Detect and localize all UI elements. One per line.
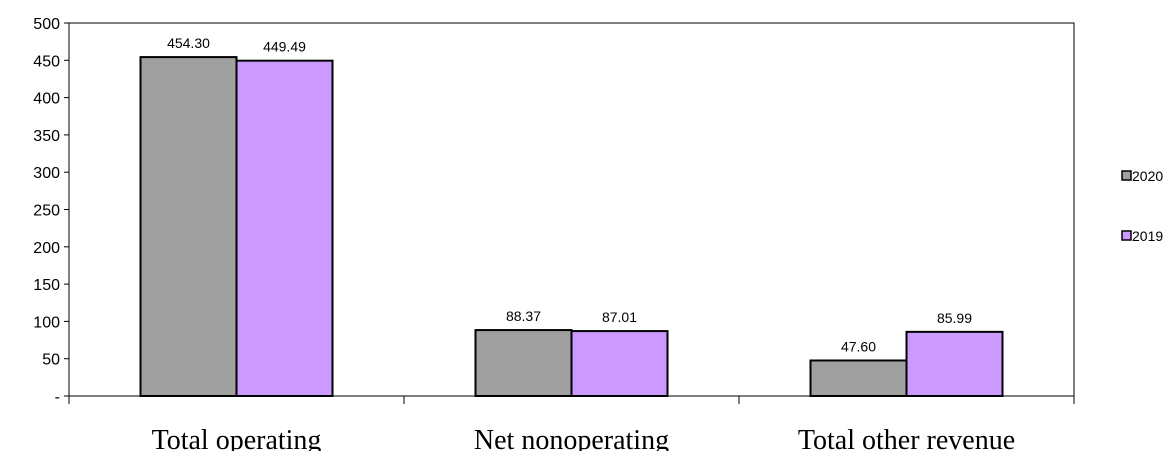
- y-tick-label: 300: [33, 165, 60, 182]
- x-category-label: Net nonoperating: [474, 425, 669, 451]
- data-label-2020: 88.37: [506, 308, 541, 324]
- bars: [139, 56, 1004, 398]
- y-tick-label: 450: [33, 53, 60, 70]
- bar-2019: [570, 330, 669, 398]
- y-tick-label: 250: [33, 203, 60, 220]
- bar-2019: [905, 330, 1004, 398]
- y-tick-label: 150: [33, 277, 60, 294]
- bar-2020: [474, 329, 573, 398]
- y-tick-label: 200: [33, 240, 60, 257]
- data-label-2020: 47.60: [841, 338, 876, 354]
- data-label-2019: 449.49: [263, 39, 306, 55]
- data-label-2019: 85.99: [937, 310, 972, 326]
- legend-label-2020: 2020: [1132, 168, 1163, 184]
- bar-2019: [235, 59, 334, 398]
- legend-swatch-2020: [1121, 170, 1132, 181]
- y-tick-label: 50: [42, 352, 60, 369]
- data-label-2019: 87.01: [602, 309, 637, 325]
- y-tick-label: 400: [33, 91, 60, 108]
- x-category-label: Total other revenue: [798, 425, 1015, 451]
- y-tick-label: 350: [33, 128, 60, 145]
- x-axis: Total operating Net nonoperating Total oth…: [68, 396, 1075, 451]
- legend-swatch-2019: [1121, 230, 1132, 241]
- data-label-2020: 454.30: [167, 35, 210, 51]
- bar-2020: [139, 56, 238, 398]
- data-labels: 454.30 449.49 88.37 87.01 47.60 85.99: [167, 35, 972, 354]
- x-category-label: Total operating: [152, 425, 322, 451]
- bar-2020: [809, 359, 908, 397]
- y-tick-label: -: [55, 389, 60, 406]
- legend: 2020 2019: [1121, 168, 1163, 244]
- legend-label-2019: 2019: [1132, 228, 1163, 244]
- y-tick-label: 100: [33, 314, 60, 331]
- y-axis: - 50 100 150 200 250 300 350 400 450 500: [33, 16, 69, 406]
- y-tick-label: 500: [33, 16, 60, 33]
